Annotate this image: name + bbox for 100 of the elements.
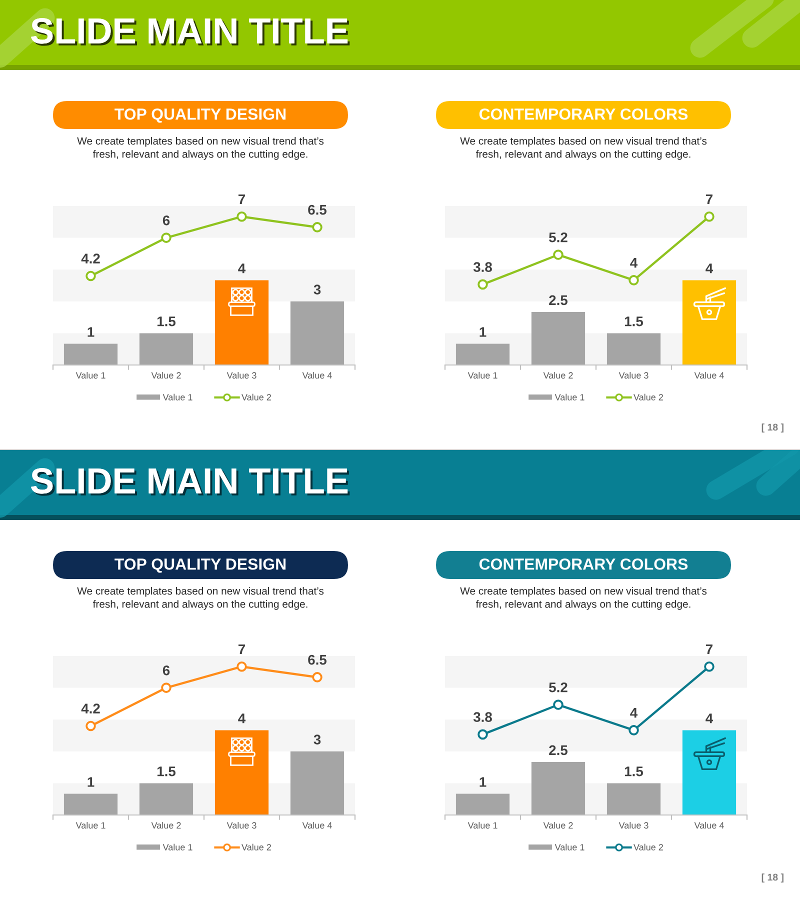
point	[161, 232, 172, 243]
text: SLIDE MAIN TITLE	[31, 468, 350, 496]
legend-label: Value 2	[242, 394, 271, 400]
data-label: 5.2	[549, 682, 568, 692]
x-tick-label: Value 4	[694, 372, 724, 379]
point	[86, 270, 96, 282]
data-label: 1.5	[157, 316, 176, 326]
data-label: 3	[314, 284, 321, 295]
data-label: 4.2	[81, 704, 100, 714]
x-tick-label: Value 1	[76, 372, 106, 379]
point	[312, 222, 322, 232]
bar	[456, 344, 510, 365]
bar	[64, 344, 118, 365]
x-tick-label: Value 4	[302, 372, 332, 379]
x-tick-label: Value 2	[151, 822, 181, 829]
point	[553, 250, 564, 260]
point	[236, 661, 247, 672]
data-label: 1	[480, 777, 486, 787]
data-label: 3	[314, 734, 321, 745]
x-tick-label: Value 3	[618, 822, 648, 829]
point	[478, 279, 488, 290]
legend-label: Value 1	[554, 844, 584, 850]
bar	[64, 794, 118, 815]
data-label: 4	[706, 714, 714, 724]
bar	[682, 730, 736, 815]
data-label: 3.8	[473, 262, 492, 272]
x-tick-label: Value 3	[618, 372, 648, 379]
chart-subtitle: We create templates based on new visual trend that’s fresh, relevant and always on the cutting edge.	[77, 137, 324, 160]
data-label: 5.2	[549, 232, 568, 242]
bar	[139, 783, 194, 815]
data-label: 7	[238, 194, 245, 204]
data-label: 2.5	[549, 745, 568, 756]
point	[161, 682, 172, 693]
data-label: 2.5	[549, 295, 568, 306]
x-tick-label: Value 4	[694, 822, 724, 829]
data-label: 7	[706, 644, 712, 654]
data-label: 4	[706, 264, 714, 274]
point	[628, 725, 639, 736]
bar	[682, 280, 736, 365]
text: SLIDE MAIN TITLE	[31, 18, 350, 46]
data-label: 1	[480, 327, 486, 337]
x-tick-label: Value 2	[543, 372, 573, 379]
point	[86, 720, 96, 732]
legend-label: Value 2	[242, 844, 271, 850]
legend-label: Value 1	[162, 844, 192, 850]
bar	[606, 783, 661, 815]
bar	[214, 280, 269, 365]
x-tick-label: Value 1	[468, 822, 498, 829]
chart-subtitle: We create templates based on new visual trend that’s fresh, relevant and always on the cutting edge.	[77, 587, 324, 610]
data-label: 4	[238, 264, 246, 274]
bar	[531, 312, 586, 365]
chart-title: CONTEMPORARY COLORS	[479, 558, 688, 570]
x-tick-label: Value 2	[151, 372, 181, 379]
bar	[139, 333, 194, 365]
chart-subtitle: We create templates based on new visual trend that’s fresh, relevant and always on the cutting edge.	[460, 587, 707, 610]
data-label: 7	[706, 194, 712, 204]
data-label: 7	[238, 644, 245, 654]
bar	[606, 333, 661, 365]
point	[236, 211, 247, 222]
data-label: 1.5	[624, 766, 644, 776]
x-tick-label: Value 2	[543, 822, 573, 829]
legend-label: Value 2	[634, 394, 663, 400]
data-label: 6.5	[308, 654, 327, 665]
legend-label: Value 2	[634, 844, 663, 850]
data-label: 6.5	[308, 204, 327, 215]
chart-title: TOP QUALITY DESIGN	[114, 108, 286, 123]
text: [ 18 ]	[762, 873, 784, 883]
data-label: 4	[630, 258, 638, 268]
data-label: 6	[162, 215, 170, 226]
data-label: 6	[162, 665, 170, 676]
chart-title: TOP QUALITY DESIGN	[114, 558, 286, 573]
point	[478, 729, 488, 740]
chart-subtitle: We create templates based on new visual trend that’s fresh, relevant and always on the cutting edge.	[460, 137, 707, 160]
data-label: 4	[238, 714, 246, 724]
legend-label: Value 1	[162, 394, 192, 400]
x-tick-label: Value 3	[226, 822, 256, 829]
point	[553, 700, 564, 710]
bar	[214, 730, 269, 815]
data-label: 1.5	[624, 316, 644, 326]
data-label: 1	[88, 777, 94, 787]
chart-title: CONTEMPORARY COLORS	[479, 108, 688, 120]
point	[704, 211, 714, 222]
data-label: 1.5	[157, 766, 176, 776]
x-tick-label: Value 3	[226, 372, 256, 379]
bar	[456, 794, 510, 815]
x-tick-label: Value 1	[468, 372, 498, 379]
data-label: 4	[630, 708, 638, 718]
bar	[531, 762, 586, 815]
data-label: 3.8	[473, 712, 492, 722]
data-label: 1	[88, 327, 94, 337]
bar	[290, 751, 344, 815]
data-label: 4.2	[81, 254, 100, 264]
point	[704, 661, 714, 672]
x-tick-label: Value 4	[302, 822, 332, 829]
legend-label: Value 1	[554, 394, 584, 400]
bar	[290, 301, 344, 365]
point	[312, 672, 322, 682]
text: [ 18 ]	[762, 423, 784, 433]
point	[628, 275, 639, 286]
x-tick-label: Value 1	[76, 822, 106, 829]
